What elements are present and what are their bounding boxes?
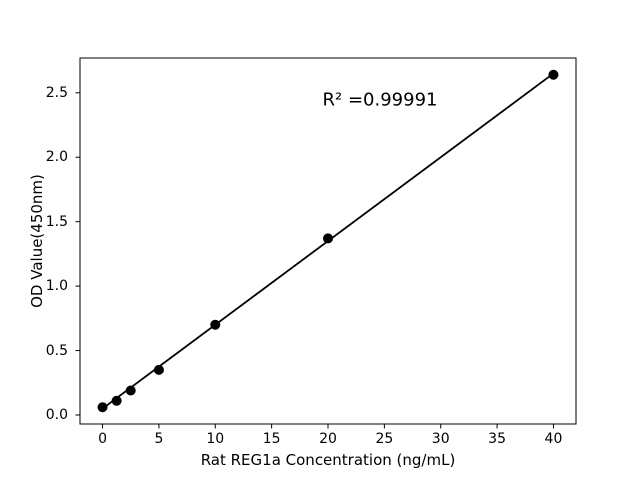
y-tick-label: 1.5 [45, 213, 68, 230]
data-point [210, 319, 221, 330]
y-tick-label: 2.0 [45, 149, 68, 166]
x-tick-label: 40 [544, 431, 563, 447]
x-tick-label: 20 [319, 431, 337, 447]
data-point [323, 233, 333, 244]
y-tick-label: 0.0 [45, 406, 68, 423]
x-tick-label: 0 [98, 431, 107, 447]
x-tick-label: 5 [154, 431, 164, 447]
data-point [548, 69, 559, 80]
r-squared-annotation: R² =0.99991 [322, 89, 438, 111]
x-tick-label: 35 [488, 431, 506, 447]
data-point [111, 395, 122, 406]
x-axis-label: Rat REG1a Concentration (ng/mL) [200, 451, 456, 469]
x-tick-label: 25 [375, 431, 394, 447]
x-tick-label: 10 [206, 431, 225, 447]
y-tick-label: 1.0 [45, 278, 68, 295]
x-tick-label: 30 [431, 431, 450, 447]
y-tick-label: 0.5 [45, 342, 68, 359]
data-point [153, 364, 164, 375]
x-tick-label: 15 [262, 431, 281, 447]
y-tick-label: 2.5 [45, 84, 68, 101]
data-point [97, 402, 108, 413]
data-point [125, 385, 136, 396]
